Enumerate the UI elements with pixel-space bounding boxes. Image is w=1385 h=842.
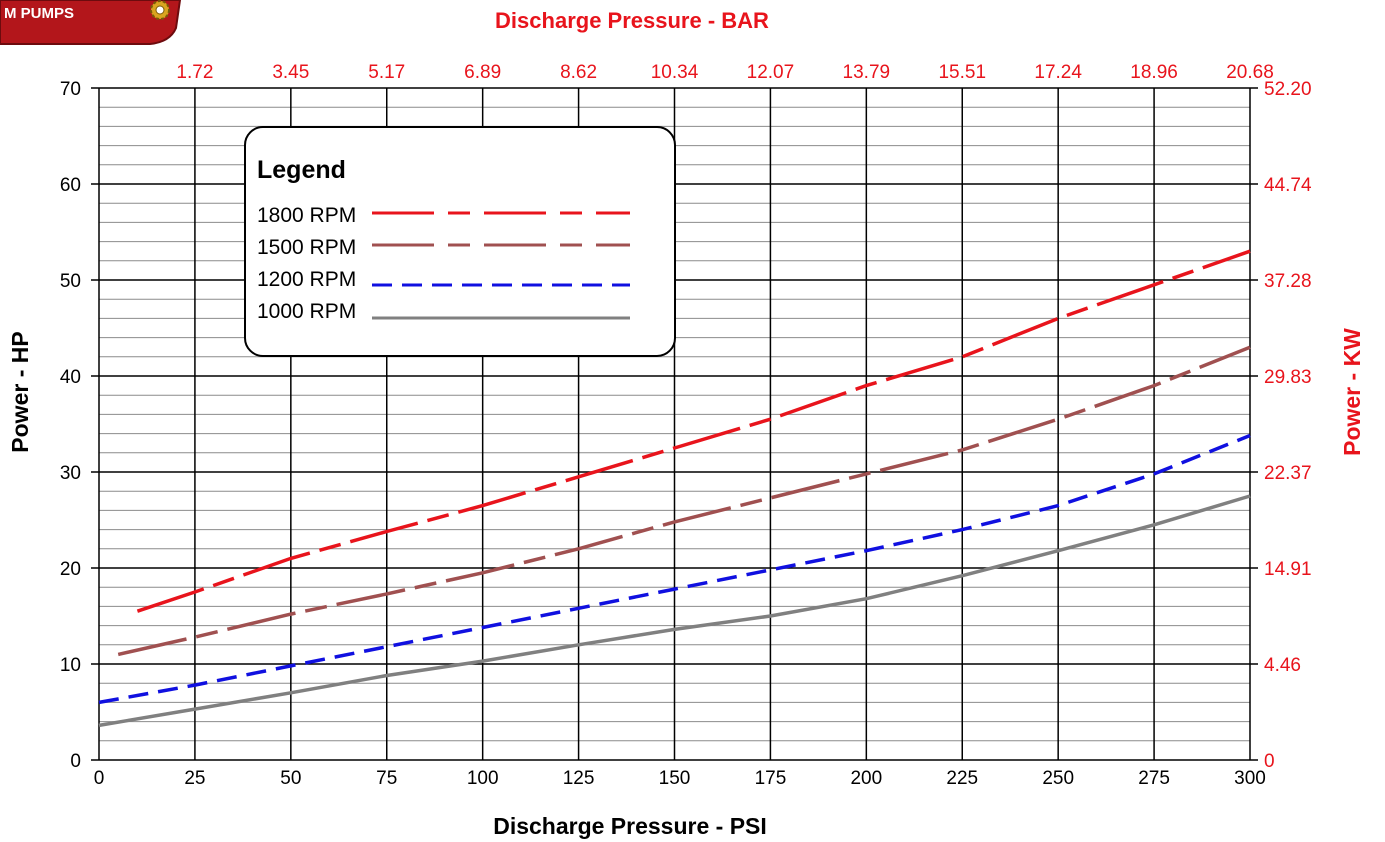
legend-label-1800: 1800 RPM [257,204,356,227]
right-tick-label: 0 [1264,751,1275,772]
x-tick-label: 275 [1138,768,1170,789]
right-tick-label: 22.37 [1264,463,1312,484]
right-tick-label: 37.28 [1264,271,1312,292]
x-tick-label: 250 [1042,768,1074,789]
x-tick-label: 75 [376,768,397,789]
top-tick-label: 8.62 [560,62,597,83]
x-tick-label: 200 [850,768,882,789]
x-axis-label: Discharge Pressure - PSI [493,813,767,839]
top-tick-label: 5.17 [368,62,405,83]
top-tick-label: 6.89 [464,62,501,83]
top-tick-label: 18.96 [1130,62,1178,83]
y-tick-label: 0 [70,751,81,772]
x-tick-label: 25 [184,768,205,789]
x-tick-label: 225 [946,768,978,789]
right-tick-label: 29.83 [1264,367,1312,388]
series-line-1800 [136,249,1251,613]
right-tick-label: 44.74 [1264,175,1312,196]
legend-label-1500: 1500 RPM [257,236,356,259]
top-tick-label: 17.24 [1034,62,1082,83]
y2-axis-label: Power - KW [1339,328,1365,456]
tick-labels: 0 25 50 75 100 125 150 175 200 225 250 275 300010203… [60,62,1312,789]
top-tick-label: 10.34 [651,62,699,83]
chart-title: Discharge Pressure - BAR [495,8,769,33]
series-line-1000 [98,494,1251,728]
logo-badge [0,0,182,45]
logo-text: M PUMPS [4,5,74,22]
right-tick-label: 52.20 [1264,79,1312,100]
legend-title: Legend [257,156,346,184]
series-layer [98,249,1251,728]
y-tick-label: 50 [60,271,81,292]
series-line-1200 [98,433,1251,705]
y-tick-label: 30 [60,463,81,484]
x-tick-label: 100 [467,768,499,789]
legend-box [244,126,676,357]
y-tick-label: 20 [60,559,81,580]
y-axis-label: Power - HP [7,331,33,452]
y-tick-label: 60 [60,175,81,196]
top-tick-label: 3.45 [272,62,309,83]
gear-icon [150,0,170,20]
x-tick-label: 50 [280,768,301,789]
top-tick-label: 20.68 [1226,62,1274,83]
x-tick-label: 125 [563,768,595,789]
top-tick-label: 15.51 [938,62,986,83]
y-tick-label: 70 [60,79,81,100]
top-tick-label: 1.72 [176,62,213,83]
series-line-1500 [117,345,1251,657]
right-tick-label: 14.91 [1264,559,1312,580]
top-tick-label: 12.07 [747,62,795,83]
legend-label-1000: 1000 RPM [257,300,356,323]
right-tick-label: 4.46 [1264,655,1301,676]
x-tick-label: 175 [755,768,787,789]
legend: Legend 1800 RPM 1500 RPM 1200 RPM 1000 R… [244,126,676,357]
logo: M PUMPS [0,0,182,45]
y-tick-label: 10 [60,655,81,676]
y-tick-label: 40 [60,367,81,388]
legend-label-1200: 1200 RPM [257,268,356,291]
x-tick-label: 150 [659,768,691,789]
x-tick-label: 300 [1234,768,1266,789]
x-tick-label: 0 [94,768,105,789]
top-tick-label: 13.79 [843,62,891,83]
